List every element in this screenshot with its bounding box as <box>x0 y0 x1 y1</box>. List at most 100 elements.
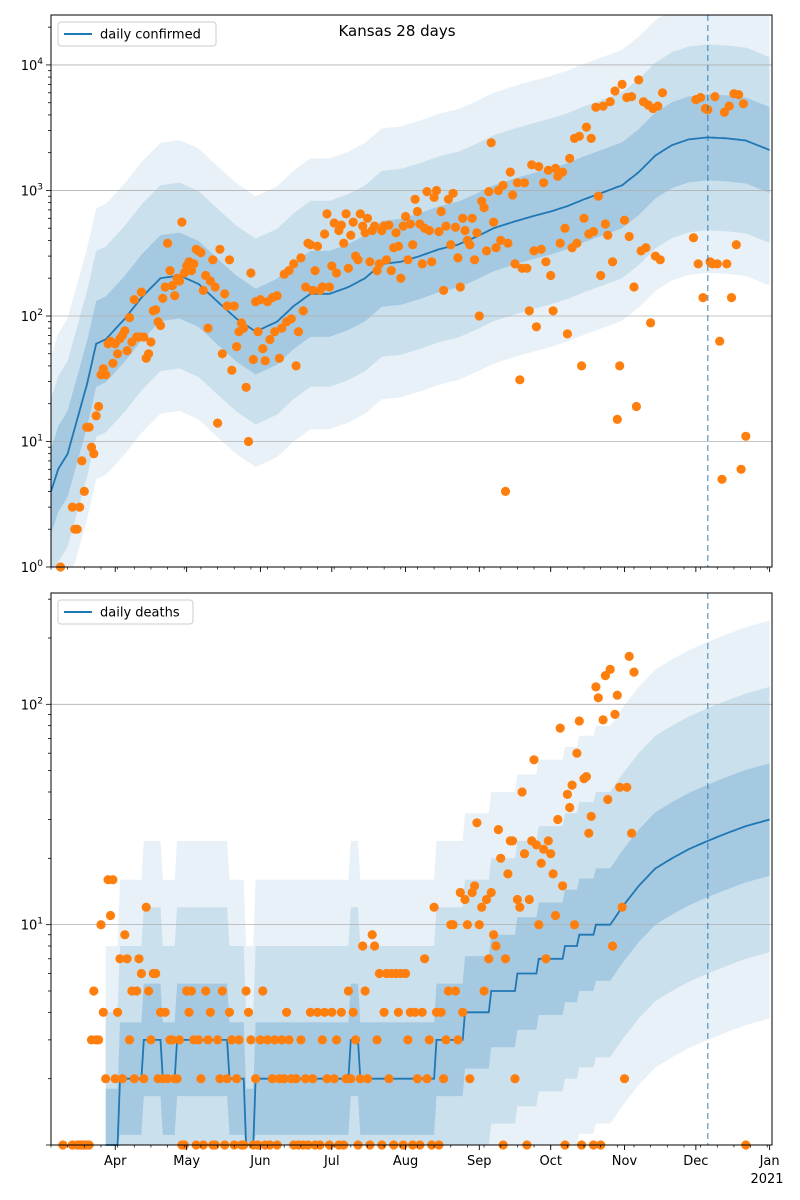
observed-point <box>401 968 411 979</box>
observed-point <box>505 167 515 177</box>
x-tick-label: Jul <box>323 1154 340 1169</box>
observed-point <box>498 180 508 190</box>
credible-band-3 <box>51 15 770 567</box>
observed-point <box>277 323 287 333</box>
deaths-axes-frame <box>50 592 773 1146</box>
observed-point <box>534 920 544 930</box>
observed-point <box>346 230 356 240</box>
observed-point <box>301 1074 311 1084</box>
observed-point <box>598 101 608 111</box>
observed-point <box>79 486 89 496</box>
observed-point <box>279 1074 289 1084</box>
x-tick-label: Jan <box>759 1154 780 1169</box>
observed-point <box>403 1035 413 1045</box>
observed-point <box>693 259 703 269</box>
observed-point <box>519 178 530 188</box>
observed-point <box>550 910 561 921</box>
observed-point <box>653 101 663 111</box>
observed-point <box>163 238 173 248</box>
observed-point <box>453 1035 463 1045</box>
observed-point <box>217 986 227 996</box>
observed-point <box>124 1035 135 1045</box>
observed-point <box>574 131 584 141</box>
observed-point <box>441 1035 451 1045</box>
observed-point <box>346 1074 356 1084</box>
observed-point <box>562 329 573 339</box>
observed-point <box>465 1074 475 1084</box>
deaths-legend-label: daily deaths <box>100 606 180 621</box>
observed-point <box>600 219 611 229</box>
observed-point <box>484 954 494 964</box>
observed-point <box>608 257 618 267</box>
observed-point <box>134 954 144 964</box>
observed-point <box>529 755 539 765</box>
observed-point <box>75 502 85 512</box>
observed-point <box>360 986 370 996</box>
observed-point <box>624 651 634 662</box>
observed-point <box>500 486 511 496</box>
observed-point <box>512 178 523 188</box>
observed-point <box>146 337 156 347</box>
observed-point <box>455 887 465 898</box>
observed-point <box>398 221 408 231</box>
observed-point <box>331 1035 342 1045</box>
observed-point <box>260 356 270 366</box>
observed-point <box>372 1035 382 1045</box>
observed-point <box>536 244 546 254</box>
deaths-y-axis: 101 102 <box>21 598 51 1146</box>
observed-point <box>327 261 337 271</box>
observed-point <box>612 414 622 424</box>
observed-point <box>94 1035 104 1045</box>
observed-point <box>310 266 320 276</box>
observed-point <box>139 332 149 342</box>
observed-point <box>305 1007 315 1017</box>
observed-point <box>227 1035 237 1045</box>
observed-point <box>479 986 489 996</box>
observed-point <box>365 257 375 267</box>
observed-point <box>443 986 453 996</box>
observed-point <box>586 133 596 143</box>
observed-point <box>84 422 94 432</box>
observed-point <box>619 1074 630 1084</box>
observed-point <box>472 228 482 238</box>
observed-point <box>574 716 584 726</box>
observed-point <box>179 268 189 278</box>
observed-point <box>515 375 525 385</box>
observed-point <box>615 361 625 371</box>
observed-point <box>370 221 380 231</box>
observed-point <box>617 79 627 89</box>
observed-point <box>317 282 327 292</box>
observed-point <box>565 153 575 163</box>
observed-point <box>343 986 353 996</box>
observed-point <box>507 190 518 200</box>
observed-point <box>224 255 235 265</box>
observed-point <box>655 255 665 265</box>
observed-point <box>132 986 142 996</box>
observed-point <box>89 986 99 996</box>
observed-point <box>512 894 523 905</box>
observed-point <box>431 185 442 196</box>
observed-point <box>386 266 396 276</box>
observed-point <box>91 411 101 421</box>
observed-point <box>222 1074 232 1084</box>
observed-point <box>331 268 342 278</box>
observed-point <box>612 690 622 700</box>
observed-point <box>412 206 422 217</box>
observed-point <box>274 353 284 363</box>
observed-point <box>141 902 151 912</box>
observed-point <box>555 723 565 733</box>
observed-point <box>548 869 558 879</box>
observed-point <box>129 1074 139 1084</box>
observed-point <box>362 1074 373 1084</box>
observed-point <box>543 836 553 846</box>
observed-point <box>217 349 227 359</box>
observed-point <box>286 314 296 324</box>
observed-point <box>308 1074 318 1084</box>
observed-point <box>353 255 363 265</box>
observed-point <box>241 986 251 996</box>
observed-point <box>410 1007 420 1017</box>
observed-point <box>615 782 625 792</box>
observed-point <box>434 227 444 237</box>
observed-point <box>284 266 294 276</box>
observed-point <box>543 165 553 175</box>
